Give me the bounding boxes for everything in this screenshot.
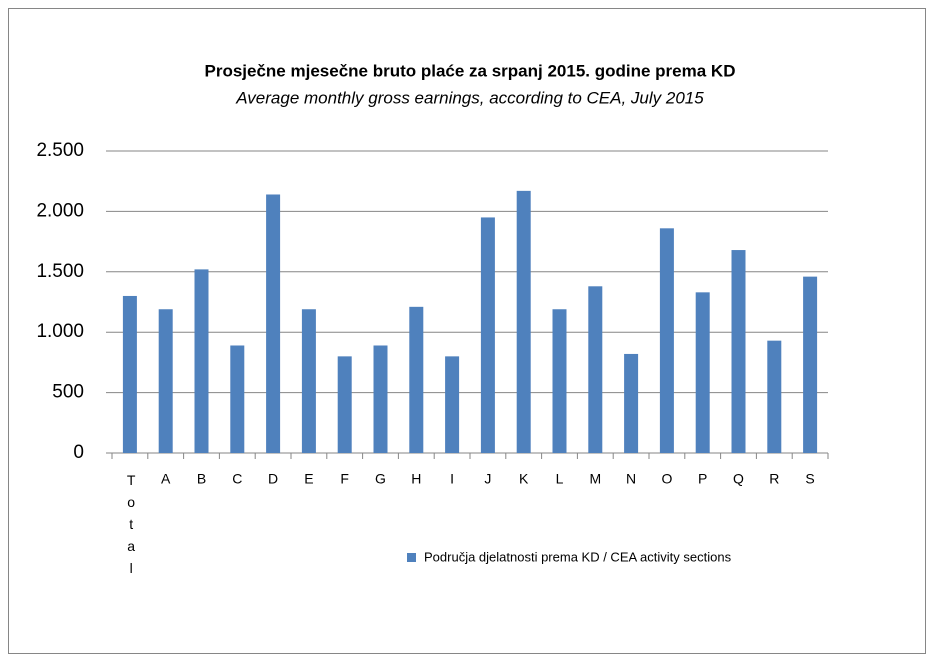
chart-title: Prosječne mjesečne bruto plaće za srpanj… (205, 61, 736, 80)
legend-label: Područja djelatnosti prema KD / CEA acti… (424, 549, 732, 564)
y-tick-label: 0 (73, 442, 84, 463)
x-tick-label: P (698, 471, 707, 487)
bar (767, 340, 782, 453)
bar (301, 309, 316, 453)
y-tick-label: 1.000 (36, 321, 84, 342)
x-tick-label: G (375, 471, 386, 487)
bar (659, 228, 674, 453)
x-tick-label: I (450, 471, 454, 487)
x-tick-label: B (197, 471, 206, 487)
y-tick-label: 2.000 (36, 200, 84, 221)
bar (695, 292, 710, 453)
x-tick-label: K (519, 471, 529, 487)
bar (588, 286, 603, 453)
bar (480, 217, 495, 453)
chart-subtitle: Average monthly gross earnings, accordin… (235, 88, 704, 107)
bar (230, 345, 245, 453)
bar (194, 269, 209, 453)
x-tick-label: A (161, 471, 171, 487)
y-tick-label: 2.500 (36, 140, 84, 161)
bar (122, 295, 137, 453)
legend-swatch (407, 553, 416, 562)
bar (266, 194, 281, 453)
y-tick-label: 1.500 (36, 261, 84, 282)
x-tick-label: D (268, 471, 278, 487)
bar (409, 306, 424, 453)
x-tick-label: H (411, 471, 421, 487)
x-tick-label: N (626, 471, 636, 487)
y-tick-label: 500 (52, 382, 84, 403)
bar (445, 356, 460, 453)
x-tick-label: E (304, 471, 313, 487)
x-tick-label: R (769, 471, 779, 487)
x-tick-label: Q (733, 471, 744, 487)
bar (158, 309, 173, 453)
bar (803, 276, 818, 453)
x-tick-label: O (661, 471, 672, 487)
bar (516, 190, 531, 453)
x-tick-label: S (805, 471, 814, 487)
x-tick-label: M (589, 471, 601, 487)
x-tick-label: Total (123, 472, 139, 582)
bar (552, 309, 567, 453)
x-tick-label: C (232, 471, 242, 487)
bar (624, 353, 639, 453)
bar (373, 345, 388, 453)
x-tick-label: F (340, 471, 349, 487)
x-tick-label: L (556, 471, 564, 487)
x-tick-label: J (484, 471, 491, 487)
bar (337, 356, 352, 453)
bar (731, 250, 746, 453)
